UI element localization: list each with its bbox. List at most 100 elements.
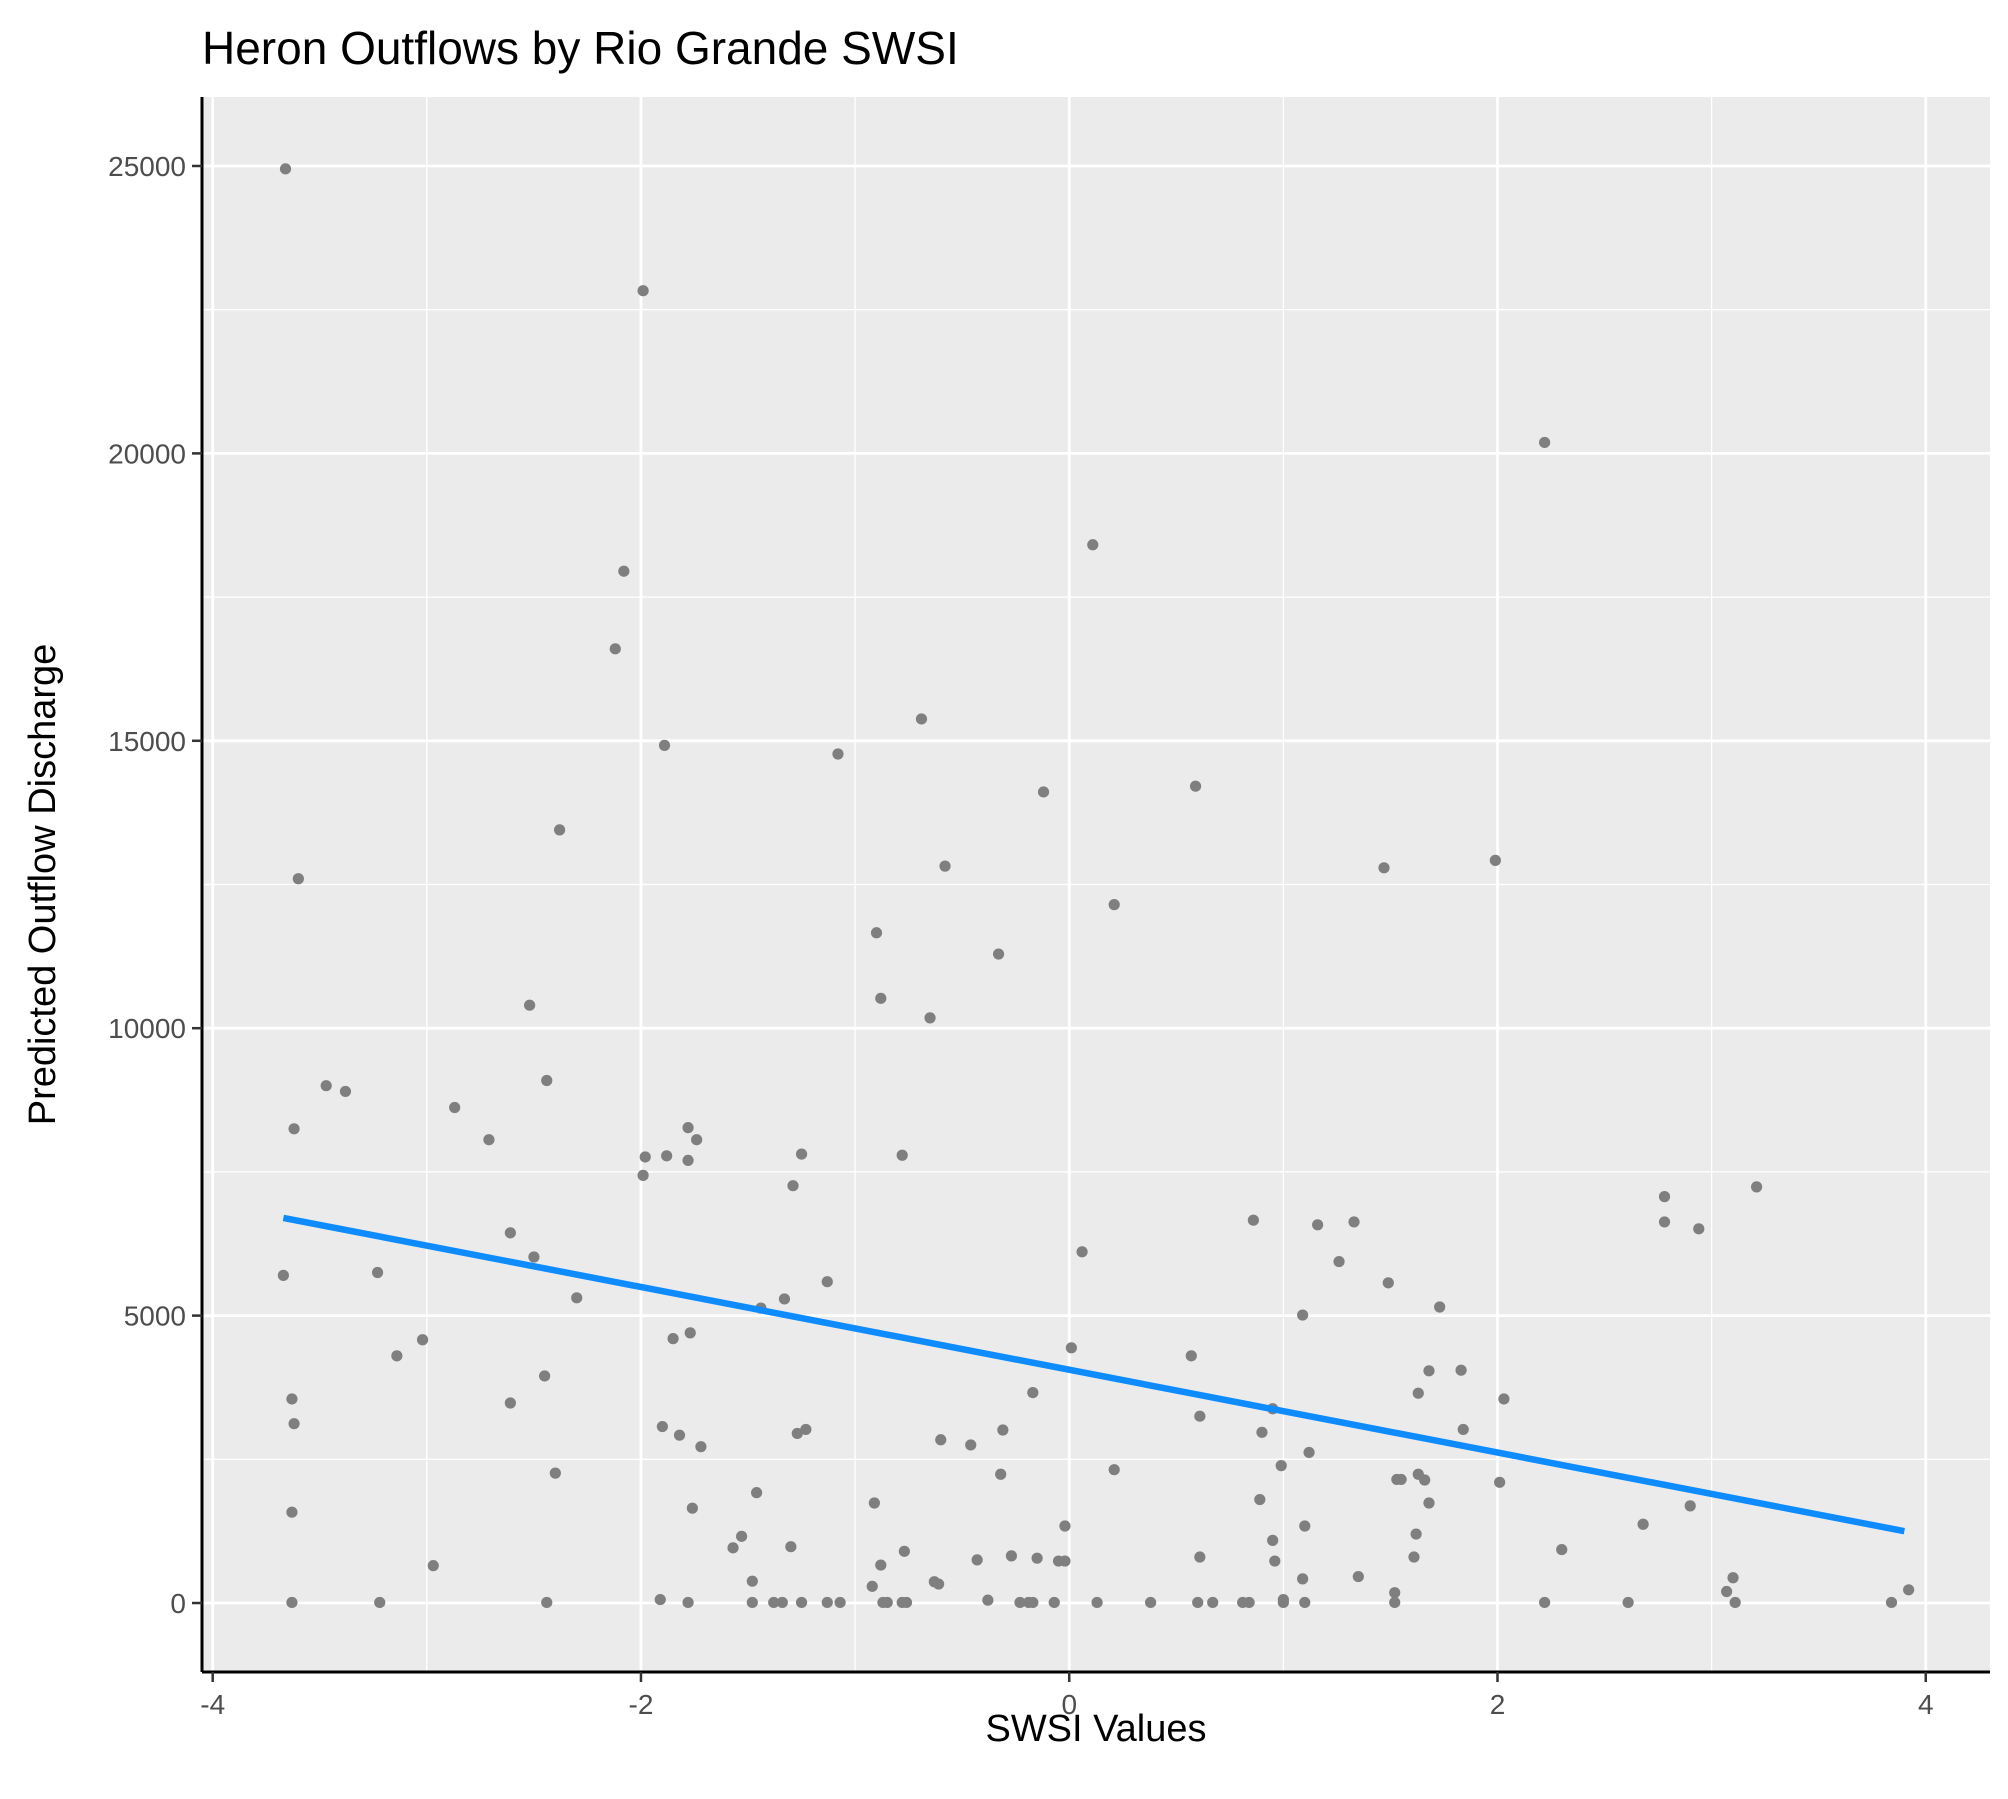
data-point [1185, 1350, 1197, 1362]
data-point [1412, 1387, 1424, 1399]
data-point [870, 927, 883, 939]
x-tick-label: 0 [1061, 1689, 1077, 1720]
data-point [483, 1134, 495, 1146]
data-point [935, 1434, 947, 1446]
data-point [821, 1276, 833, 1288]
data-point [1108, 1464, 1120, 1476]
y-tick-label: 20000 [108, 438, 186, 469]
data-point [736, 1530, 748, 1542]
data-point [1658, 1216, 1671, 1228]
data-point [1382, 1277, 1394, 1289]
data-point [881, 1596, 893, 1609]
data-point [1539, 1596, 1551, 1609]
data-point [1297, 1309, 1309, 1321]
data-point [1658, 1191, 1671, 1203]
data-point [1903, 1584, 1915, 1596]
data-point [682, 1154, 694, 1167]
data-point [1145, 1596, 1157, 1609]
data-point [1378, 862, 1390, 874]
data-point [832, 748, 844, 760]
data-point [286, 1596, 298, 1609]
data-point [1275, 1460, 1287, 1472]
data-point [939, 860, 951, 872]
data-point [286, 1393, 298, 1405]
data-point [1299, 1520, 1311, 1532]
data-point [1389, 1587, 1401, 1599]
data-point [995, 1468, 1007, 1480]
data-point [791, 1427, 803, 1440]
y-axis-ticks: 0 5000 10000 15000 20000 25000 [108, 151, 202, 1619]
data-point [524, 999, 536, 1011]
data-point [795, 1148, 808, 1160]
data-point [768, 1596, 780, 1609]
data-point [1622, 1596, 1634, 1609]
y-axis-title: Predicted Outflow Discharge [22, 644, 64, 1126]
data-point [1494, 1476, 1506, 1488]
data-point [541, 1596, 553, 1609]
y-tick-label: 15000 [108, 726, 186, 757]
minor-gridlines [202, 97, 1990, 1672]
data-point [1243, 1596, 1255, 1609]
data-point [1498, 1393, 1510, 1405]
data-point [868, 1497, 880, 1509]
data-point [785, 1541, 797, 1553]
data-point [656, 1420, 668, 1433]
data-point [1333, 1255, 1345, 1268]
x-tick-label: -4 [200, 1689, 225, 1720]
data-point [1299, 1596, 1311, 1609]
data-point [965, 1439, 977, 1451]
data-point [898, 1545, 910, 1557]
data-point [1303, 1446, 1315, 1459]
data-point [727, 1542, 739, 1554]
data-point [528, 1251, 540, 1263]
data-point [776, 1596, 788, 1609]
data-point [1059, 1520, 1071, 1532]
data-point [609, 643, 621, 655]
data-point [1194, 1551, 1206, 1563]
data-point [667, 1333, 679, 1345]
data-point [900, 1596, 913, 1609]
data-point [1005, 1550, 1018, 1562]
data-point [1269, 1555, 1281, 1567]
y-tick-label: 5000 [124, 1301, 186, 1332]
data-point [1423, 1497, 1435, 1509]
data-point [1076, 1246, 1088, 1258]
data-point [1410, 1528, 1422, 1540]
data-point [1108, 899, 1120, 911]
data-point [1434, 1301, 1446, 1313]
data-point [1247, 1214, 1259, 1226]
data-point [795, 1596, 808, 1609]
data-point [554, 824, 566, 836]
data-point [1014, 1596, 1026, 1609]
data-point [427, 1560, 439, 1572]
data-point [1059, 1555, 1071, 1567]
data-point [1267, 1534, 1279, 1546]
data-point [1207, 1596, 1219, 1609]
data-point [1256, 1426, 1268, 1438]
data-point [1192, 1596, 1204, 1609]
data-point [1389, 1596, 1401, 1609]
x-tick-label: 4 [1918, 1689, 1934, 1720]
data-point [1027, 1387, 1039, 1399]
data-point [1637, 1518, 1649, 1530]
data-point [1352, 1570, 1364, 1583]
data-point [924, 1012, 936, 1024]
data-point [1037, 786, 1050, 798]
data-point [1457, 1423, 1469, 1436]
x-axis-ticks: -4 -2 0 2 4 [200, 1672, 1934, 1720]
data-point [391, 1350, 403, 1362]
data-point [504, 1227, 516, 1239]
data-point [1419, 1474, 1431, 1486]
data-point [1423, 1365, 1435, 1377]
data-point [1721, 1585, 1733, 1598]
data-point [374, 1596, 386, 1609]
data-point [1693, 1223, 1705, 1235]
data-point [778, 1293, 791, 1305]
x-axis-title: SWSI Values [985, 1708, 1206, 1750]
data-point [1189, 780, 1202, 792]
data-point [539, 1370, 551, 1382]
data-point [695, 1441, 707, 1453]
data-point [834, 1596, 846, 1609]
data-point [1031, 1552, 1043, 1564]
